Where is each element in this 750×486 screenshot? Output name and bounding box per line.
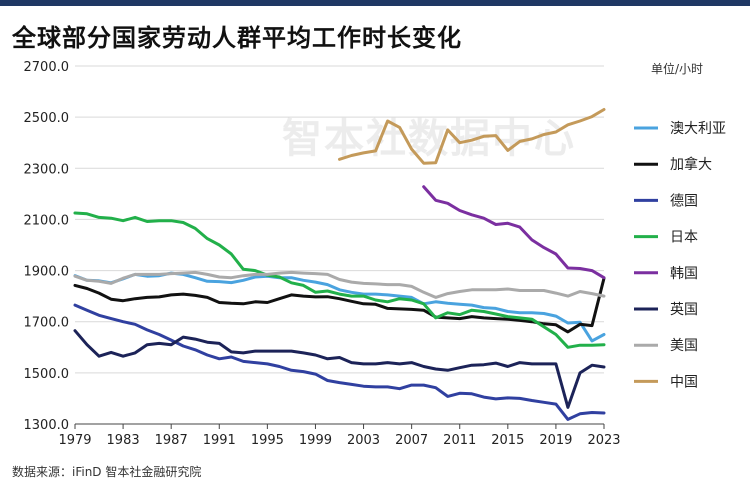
series-line-5	[422, 185, 606, 280]
y-tick-label: 2700.0	[24, 60, 70, 75]
legend-label: 美国	[670, 338, 698, 354]
x-tick-label: 1987	[155, 433, 188, 448]
x-tick-label: 1979	[58, 433, 91, 448]
y-tick-label: 1700.0	[24, 316, 70, 331]
y-tick-label: 2500.0	[24, 111, 70, 126]
legend-label: 德国	[670, 193, 698, 209]
y-axis: 1300.0 1500.0 1700.0 1900.0 2100.0 2300.0 2500…	[24, 60, 70, 433]
series-lines	[73, 108, 606, 421]
y-tick-label: 2100.0	[24, 213, 70, 228]
series-line-2	[73, 276, 606, 334]
x-tick-label: 2003	[347, 433, 380, 448]
x-tick-label: 2015	[491, 433, 524, 448]
legend-label: 英国	[670, 301, 698, 318]
legend-label: 加拿大	[670, 156, 712, 173]
series-line-8	[338, 108, 606, 165]
header-bar	[0, 0, 750, 6]
legend-label: 中国	[670, 374, 698, 390]
series-line-6	[73, 329, 606, 409]
y-tick-label: 1500.0	[24, 367, 70, 382]
series-line-3	[73, 303, 606, 421]
y-tick-label: 1300.0	[24, 418, 70, 433]
y-tick-label: 1900.0	[24, 265, 70, 280]
source-note: 数据来源：iFinD 智本社金融研究院	[12, 465, 202, 479]
series-line-4	[73, 211, 606, 349]
x-tick-label: 1995	[251, 433, 284, 448]
x-tick-label: 2007	[395, 433, 428, 448]
legend-label: 澳大利亚	[670, 121, 726, 137]
gridlines	[75, 65, 604, 425]
y-tick-label: 2300.0	[24, 162, 70, 177]
x-tick-label: 1999	[299, 433, 332, 448]
x-tick-label: 2011	[443, 433, 476, 448]
chart-title: 全球部分国家劳动人群平均工作时长变化	[12, 24, 462, 52]
x-tick-label: 1991	[203, 433, 236, 448]
series-line-7	[73, 270, 606, 299]
x-tick-label: 2023	[587, 433, 620, 448]
x-tick-label: 1983	[107, 433, 140, 448]
legend-label: 日本	[670, 230, 698, 246]
unit-label: 单位/小时	[651, 62, 704, 76]
x-axis: 1979 1983 1987 1991 1995 1999 2003 2007 2011 2015…	[58, 423, 621, 448]
series-line-1	[73, 271, 606, 343]
legend-label: 韩国	[670, 266, 698, 282]
x-tick-label: 2019	[539, 433, 572, 448]
